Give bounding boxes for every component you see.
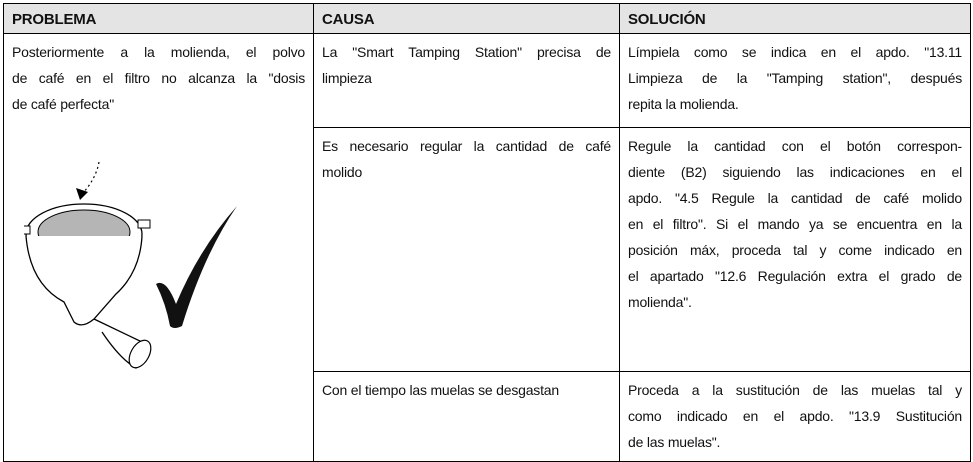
text-line: diente (B2) siguiendo las indicaciones e… [628, 164, 962, 180]
text-line: Límpiela como se indica en el apdo. "13.… [628, 44, 962, 60]
text-line: Con el tiempo las muelas se desgastan [322, 382, 559, 398]
problem-cell: Posteriormente a la molienda, el polvo de… [3, 33, 314, 462]
text-line: Proceda a la sustitución de las muelas t… [628, 382, 962, 398]
text-line: Regule la cantidad con el botón correspo… [628, 138, 962, 154]
text-line: de café en el filtro no alcanza la "dosi… [12, 70, 305, 86]
text-line: molido [322, 164, 363, 180]
table-row: Posteriormente a la molienda, el polvo de… [3, 33, 971, 462]
troubleshooting-table: PROBLEMA CAUSA SOLUCIÓN Posteriormente a l… [3, 3, 971, 462]
cause-cell: Con el tiempo las muelas se desgastan [313, 371, 620, 462]
text-line: repita la molienda. [628, 96, 739, 112]
table-body: Posteriormente a la molienda, el polvo de… [3, 33, 971, 462]
illustration [24, 161, 237, 369]
cause-cell: Es necesario regular la cantidad de café… [313, 127, 620, 372]
text-line: limpieza [322, 70, 372, 86]
column-header: SOLUCIÓN [619, 3, 971, 34]
text-line: en el filtro". Si el mando ya se encuent… [628, 216, 962, 232]
solution-cell: Límpiela como se indica en el apdo. "13.… [619, 33, 971, 128]
header-row: PROBLEMA CAUSA SOLUCIÓN [3, 3, 971, 34]
text-line: como indicado en el apdo. "13.9 Sustituc… [628, 408, 962, 424]
text-line: Es necesario regular la cantidad de café [322, 138, 611, 154]
text-line: La "Smart Tamping Station" precisa de [322, 44, 611, 60]
text-line: de café perfecta" [12, 96, 114, 112]
text-line: Limpieza de la "Tamping station", despué… [628, 70, 962, 86]
cause-cell: La "Smart Tamping Station" precisa de lim… [313, 33, 620, 128]
text-line: posición máx, proceda tal y come indicad… [628, 242, 962, 258]
text-line: el apartado "12.6 Regulación extra el gr… [628, 268, 962, 284]
column-header: CAUSA [313, 3, 620, 34]
text-line: apdo. "4.5 Regule la cantidad de café mo… [628, 190, 962, 206]
document: PROBLEMA CAUSA SOLUCIÓN Posteriormente a l… [3, 3, 971, 462]
column-header: PROBLEMA [3, 3, 314, 34]
solution-cell: Regule la cantidad con el botón correspo… [619, 127, 971, 372]
table-row: Es necesario regular la cantidad de café… [4, 127, 971, 372]
solution-cell: Proceda a la sustitución de las muelas t… [619, 371, 971, 462]
text-line: molienda". [628, 294, 692, 310]
text-line: de las muelas". [628, 434, 721, 450]
table-row: Con el tiempo las muelas se desgastan Pro… [4, 371, 971, 462]
text-line: Posteriormente a la molienda, el polvo [12, 44, 305, 60]
